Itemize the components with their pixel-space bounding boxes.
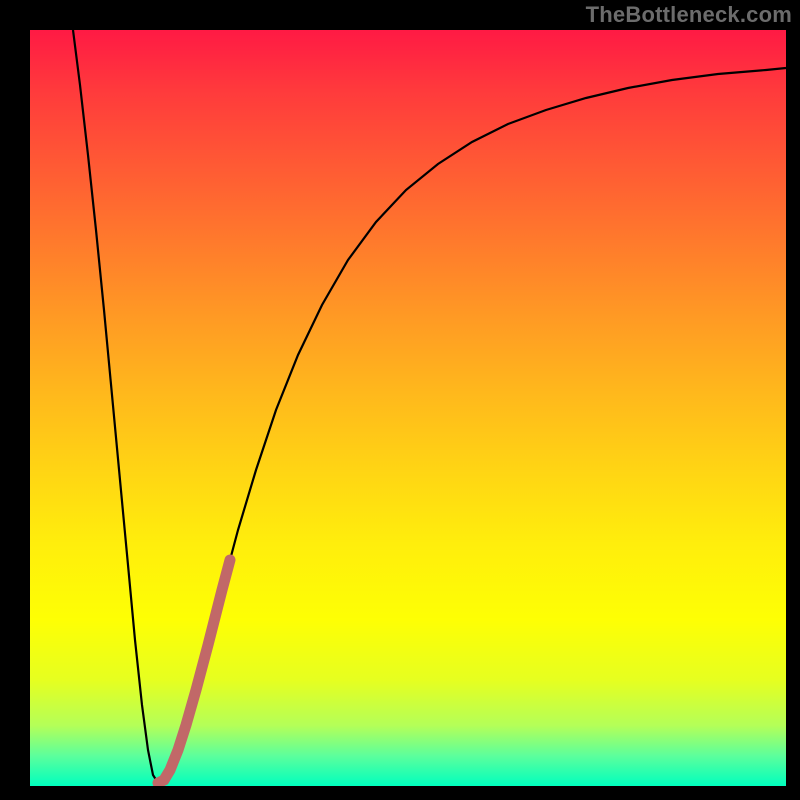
chart-container: TheBottleneck.com xyxy=(0,0,800,800)
chart-svg-overlay xyxy=(30,30,786,786)
highlight-segment-line xyxy=(158,560,230,783)
main-curve-line xyxy=(73,30,786,783)
watermark-text: TheBottleneck.com xyxy=(586,2,792,28)
